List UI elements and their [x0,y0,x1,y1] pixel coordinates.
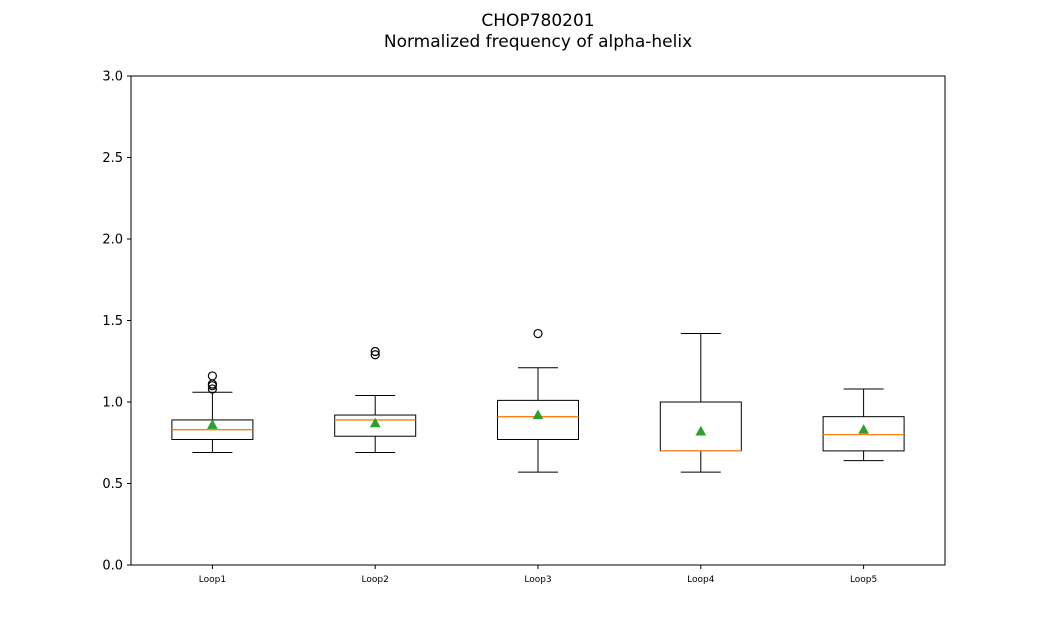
plot-frame [130,75,946,566]
chart-subtitle: Normalized frequency of alpha-helix [384,32,692,52]
outlier-point [207,371,217,381]
outlier-point [370,346,380,357]
box-iqr [334,414,417,437]
x-tick-label: Loop3 [524,575,551,585]
mean-marker [532,409,544,420]
y-tick-label: 3.0 [102,70,123,85]
x-tick-label: Loop4 [687,575,715,585]
plot-area: 0.0 0.5 1.0 1.5 2.0 2.5 3.0 Loop1 Loop2 Loop3 Loop… [102,70,946,585]
y-tick-label: 1.0 [102,396,123,411]
mean-marker [369,417,381,428]
outlier-point [533,328,543,339]
box-iqr [497,399,579,440]
y-tick-label: 1.5 [102,314,123,329]
mean-marker [207,419,218,429]
y-tick-label: 2.0 [102,233,123,248]
outlier-point [207,384,217,394]
y-tick-label: 2.5 [102,151,123,166]
box-iqr [822,416,905,452]
y-tick-label: 0.0 [102,559,123,574]
x-tick-label: Loop2 [362,575,389,585]
y-tick-label: 0.5 [102,477,123,492]
outlier-point [370,350,380,360]
mean-marker [695,425,707,436]
mean-marker [858,424,869,434]
x-tick-label: Loop1 [199,575,226,585]
x-tick-label: Loop5 [850,575,877,585]
chart-title: CHOP780201 [481,11,594,31]
